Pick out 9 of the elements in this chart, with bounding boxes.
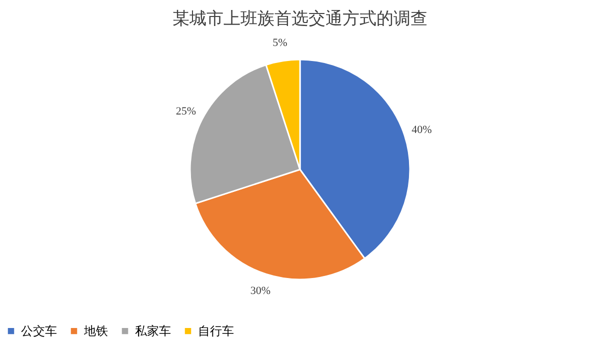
legend-label: 自行车 [198,324,234,338]
legend-label: 地铁 [83,324,108,338]
chart-title: 某城市上班族首选交通方式的调查 [172,9,428,28]
data-label: 40% [412,124,432,136]
data-label: 30% [250,285,271,298]
legend-label: 私家车 [135,324,171,338]
legend-label: 公交车 [21,324,57,338]
data-label: 5% [272,37,288,50]
data-label: 25% [176,105,196,118]
